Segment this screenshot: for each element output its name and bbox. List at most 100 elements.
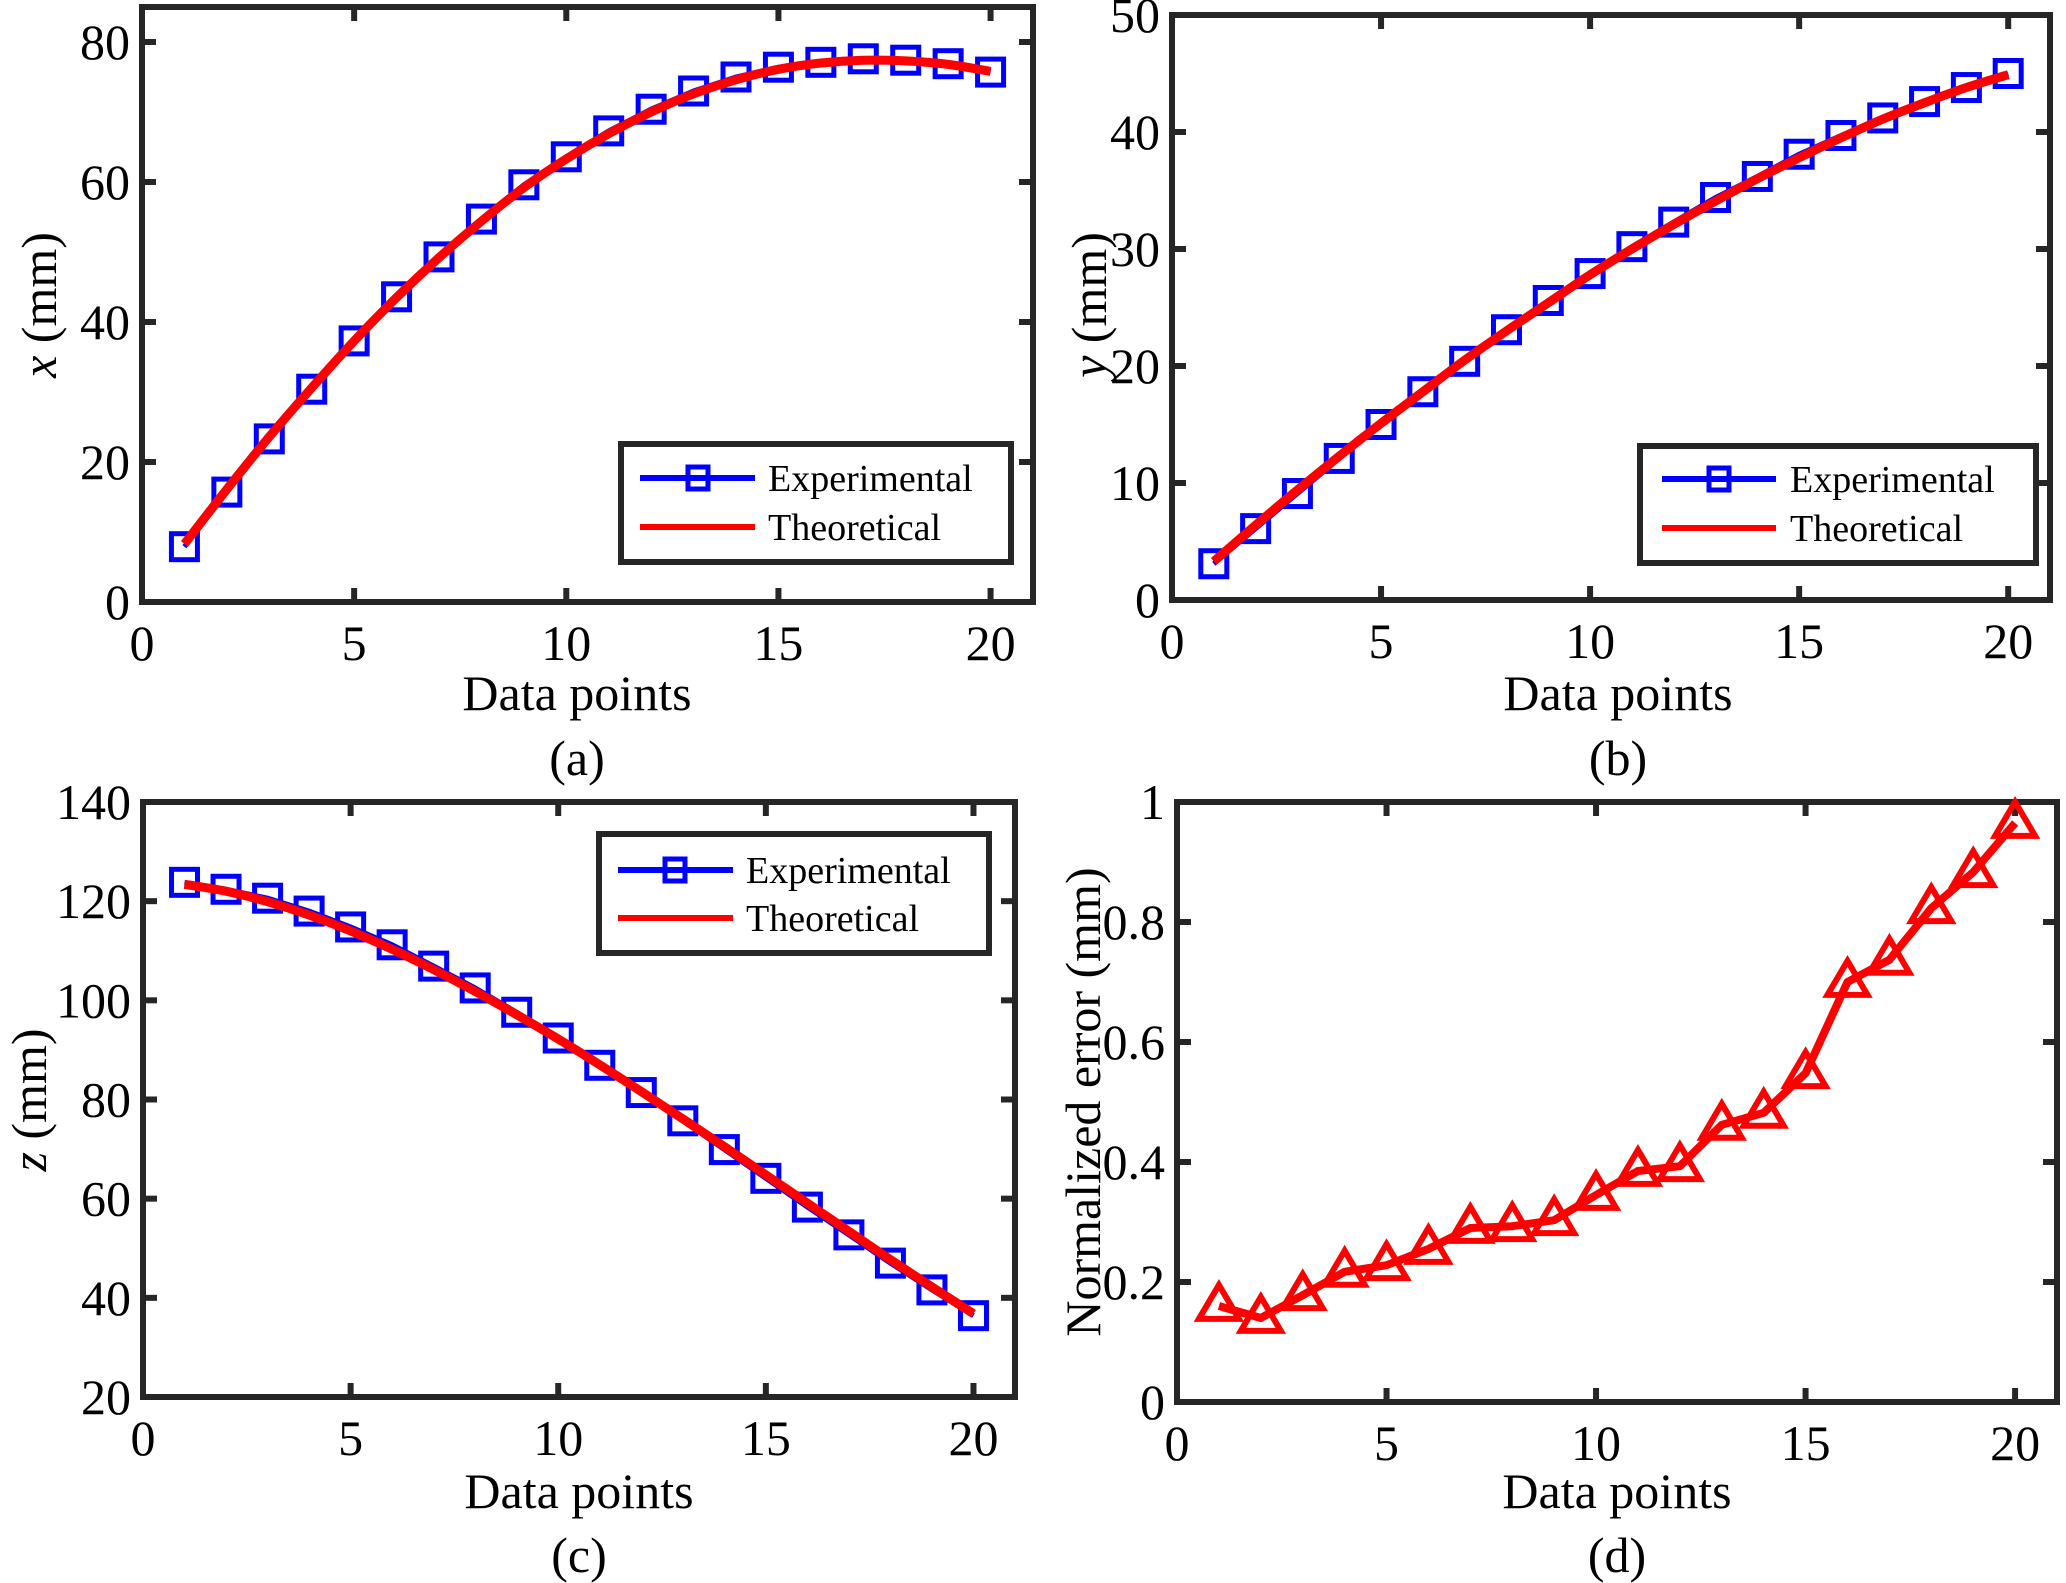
y-tick-label: 20: [1110, 338, 1160, 394]
panel-b: Data points (b) y (mm) 0 5 10 15 20 0 10 20 30 40…: [1061, 0, 2053, 786]
y-tick-label: 0.8: [1103, 894, 1166, 950]
error-marker: [1403, 1222, 1454, 1265]
experimental-marker: [584, 1049, 616, 1081]
error-marker: [1486, 1199, 1538, 1243]
y-axis-variable: y: [1061, 355, 1117, 383]
error-marker: [1654, 1139, 1706, 1183]
legend: Experimental Theoretical: [596, 831, 992, 956]
x-tick-label: 0: [1160, 613, 1185, 669]
x-tick-label: 5: [338, 1410, 363, 1466]
y-tick-label: 0.6: [1103, 1014, 1166, 1070]
experimental-marker: [1616, 231, 1648, 263]
y-axis-variable: z: [1, 1152, 57, 1172]
panel-d: Data points (d) Normalized error (mm) 0 5…: [1055, 774, 2060, 1583]
x-axis-label: Data points: [1502, 1463, 1731, 1519]
error-marker: [1528, 1193, 1580, 1237]
experimental-marker: [423, 241, 455, 273]
legend-experimental-label: Experimental: [768, 458, 973, 500]
legend-experimental-label: Experimental: [746, 850, 951, 892]
panel-c: Data points (c) z (mm) 0 5 10 15 20 20 40 60 80 1…: [1, 774, 1018, 1583]
error-marker: [1612, 1144, 1664, 1187]
panel-label: (a): [549, 730, 605, 786]
x-tick-label: 15: [753, 615, 803, 671]
y-tick-label: 80: [81, 1072, 131, 1128]
panel-label: (b): [1589, 730, 1647, 786]
legend-box: [596, 831, 992, 956]
y-tick-label: 0: [1140, 1374, 1165, 1430]
y-axis-label: Normalized error (mm): [1055, 867, 1111, 1336]
panel-label: (c): [551, 1527, 607, 1583]
y-tick-label: 60: [81, 1171, 131, 1227]
y-tick-label: 60: [80, 154, 130, 210]
error-marker: [1445, 1201, 1496, 1244]
experimental-marker: [542, 1022, 574, 1054]
experimental-marker: [1407, 376, 1439, 408]
experimental-marker: [1240, 513, 1272, 545]
x-tick-label: 0: [131, 1410, 156, 1466]
error-marker: [1947, 845, 1999, 889]
experimental-marker: [1449, 345, 1481, 377]
plot-frame: [1174, 799, 2060, 1405]
legend-experimental-marker: [685, 464, 711, 492]
y-tick-label: 40: [80, 294, 130, 350]
x-tick-label: 10: [533, 1410, 583, 1466]
x-tick-label: 15: [1781, 1415, 1831, 1471]
experimental-marker: [1281, 478, 1313, 510]
experimental-marker: [296, 373, 328, 405]
legend-theoretical-label: Theoretical: [1790, 508, 1963, 550]
x-tick-label: 10: [1565, 613, 1615, 669]
experimental-marker: [253, 423, 285, 455]
y-tick-label: 100: [56, 972, 131, 1028]
x-axis-label: Data points: [462, 665, 691, 721]
theoretical-series-line: [180, 55, 992, 547]
y-tick-label: 0: [105, 574, 130, 630]
y-tick-label: 1: [1140, 774, 1165, 830]
y-axis-label: x (mm): [11, 232, 67, 379]
plot-frame: [1169, 12, 2053, 603]
x-tick-label: 20: [966, 615, 1016, 671]
experimental-marker: [550, 141, 582, 173]
experimental-marker: [168, 531, 200, 563]
x-tick-label: 5: [1374, 1415, 1399, 1471]
experimental-marker: [1490, 314, 1522, 346]
experimental-marker: [338, 325, 370, 357]
x-tick-label: 5: [1369, 613, 1394, 669]
legend-box: [618, 441, 1014, 565]
error-marker: [1696, 1097, 1748, 1141]
y-axis-label: z (mm): [1, 1028, 57, 1172]
experimental-marker: [1532, 284, 1564, 316]
experimental-marker: [625, 1077, 657, 1109]
error-marker: [1361, 1238, 1412, 1282]
y-tick-label: 120: [56, 873, 131, 929]
experimental-marker: [916, 1274, 948, 1306]
legend: Experimental Theoretical: [1637, 443, 2039, 566]
experimental-marker: [1365, 409, 1397, 440]
experimental-marker: [667, 1105, 699, 1137]
y-tick-label: 140: [56, 774, 131, 830]
x-axis-label: Data points: [464, 1463, 693, 1519]
x-tick-label: 0: [1165, 1415, 1190, 1471]
x-tick-label: 5: [342, 615, 367, 671]
y-tick-label: 40: [81, 1270, 131, 1326]
x-tick-label: 20: [1990, 1415, 2040, 1471]
y-axis-unit: (mm): [11, 232, 67, 356]
y-tick-label: 10: [1110, 455, 1160, 511]
x-tick-label: 15: [741, 1410, 791, 1466]
legend: Experimental Theoretical: [618, 441, 1014, 565]
error-marker: [1906, 881, 1957, 925]
y-tick-label: 80: [80, 14, 130, 70]
experimental-marker: [465, 203, 497, 235]
error-marker: [1864, 932, 1915, 976]
y-tick-label: 30: [1110, 221, 1160, 277]
legend-experimental-marker: [1706, 465, 1732, 493]
x-tick-label: 0: [130, 615, 155, 671]
experimental-marker: [1574, 258, 1606, 290]
legend-box: [1637, 443, 2039, 566]
y-tick-label: 20: [81, 1369, 131, 1425]
error-marker: [1570, 1168, 1622, 1211]
theoretical-series-line: [183, 879, 976, 1318]
x-tick-label: 10: [541, 615, 591, 671]
y-axis-label: y (mm): [1061, 232, 1117, 383]
error-marker: [1319, 1244, 1370, 1288]
error-marker: [1989, 796, 2041, 839]
